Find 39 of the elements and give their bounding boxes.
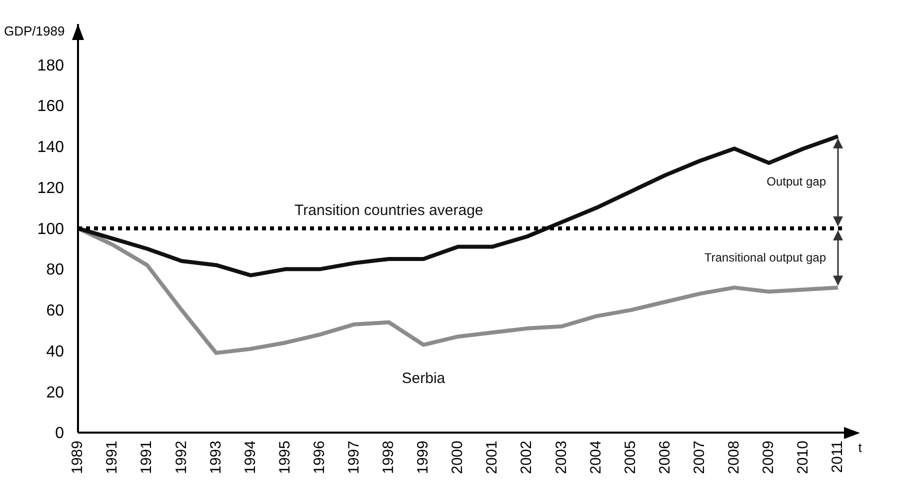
- x-tick-label: 2000: [449, 440, 466, 474]
- y-tick-label: 120: [37, 180, 64, 197]
- y-axis-title: GDP/1989: [4, 24, 65, 39]
- y-tick-label: 160: [37, 98, 64, 116]
- x-tick-label: 1991: [104, 440, 121, 474]
- x-tick-label: 1999: [414, 440, 432, 474]
- x-axis-title: t: [858, 440, 862, 456]
- series-label: Transition countries average: [294, 202, 484, 220]
- series-label: Serbia: [402, 370, 446, 387]
- y-tick-label: 40: [46, 343, 64, 360]
- x-tick-label: 2006: [656, 440, 674, 474]
- x-tick-label: 1997: [346, 440, 363, 474]
- x-tick-label: 2003: [552, 440, 570, 474]
- x-tick-label: 1992: [172, 440, 190, 474]
- x-tick-label: 2009: [760, 440, 778, 474]
- x-tick-label: 2005: [622, 440, 639, 474]
- x-tick-label: 2010: [794, 440, 812, 474]
- x-tick-label: 1995: [276, 440, 294, 474]
- y-tick-label: 140: [37, 139, 64, 156]
- x-tick-label: 1994: [242, 440, 259, 474]
- y-tick-label: 20: [46, 384, 64, 402]
- annotation: Transitional output gap: [704, 250, 826, 264]
- y-tick-label: 80: [46, 262, 64, 279]
- y-tick-label: 0: [55, 425, 64, 442]
- x-tick-label: 2001: [484, 440, 501, 474]
- x-tick-label: 1996: [310, 440, 328, 474]
- y-tick-label: 180: [37, 57, 64, 74]
- x-tick-label: 1998: [380, 440, 398, 474]
- x-tick-label: 1991: [138, 440, 156, 474]
- annotation: Output gap: [766, 174, 826, 189]
- x-tick-label: 2008: [726, 440, 743, 474]
- x-tick-label: 1989: [69, 440, 86, 474]
- x-tick-label: 2002: [518, 440, 536, 474]
- x-tick-label: 2011: [829, 440, 846, 473]
- y-tick-label: 100: [37, 220, 64, 238]
- x-tick-label: 2007: [690, 440, 708, 474]
- x-tick-label: 2004: [587, 440, 604, 474]
- y-tick-label: 60: [46, 302, 64, 320]
- x-tick-label: 1993: [207, 440, 224, 474]
